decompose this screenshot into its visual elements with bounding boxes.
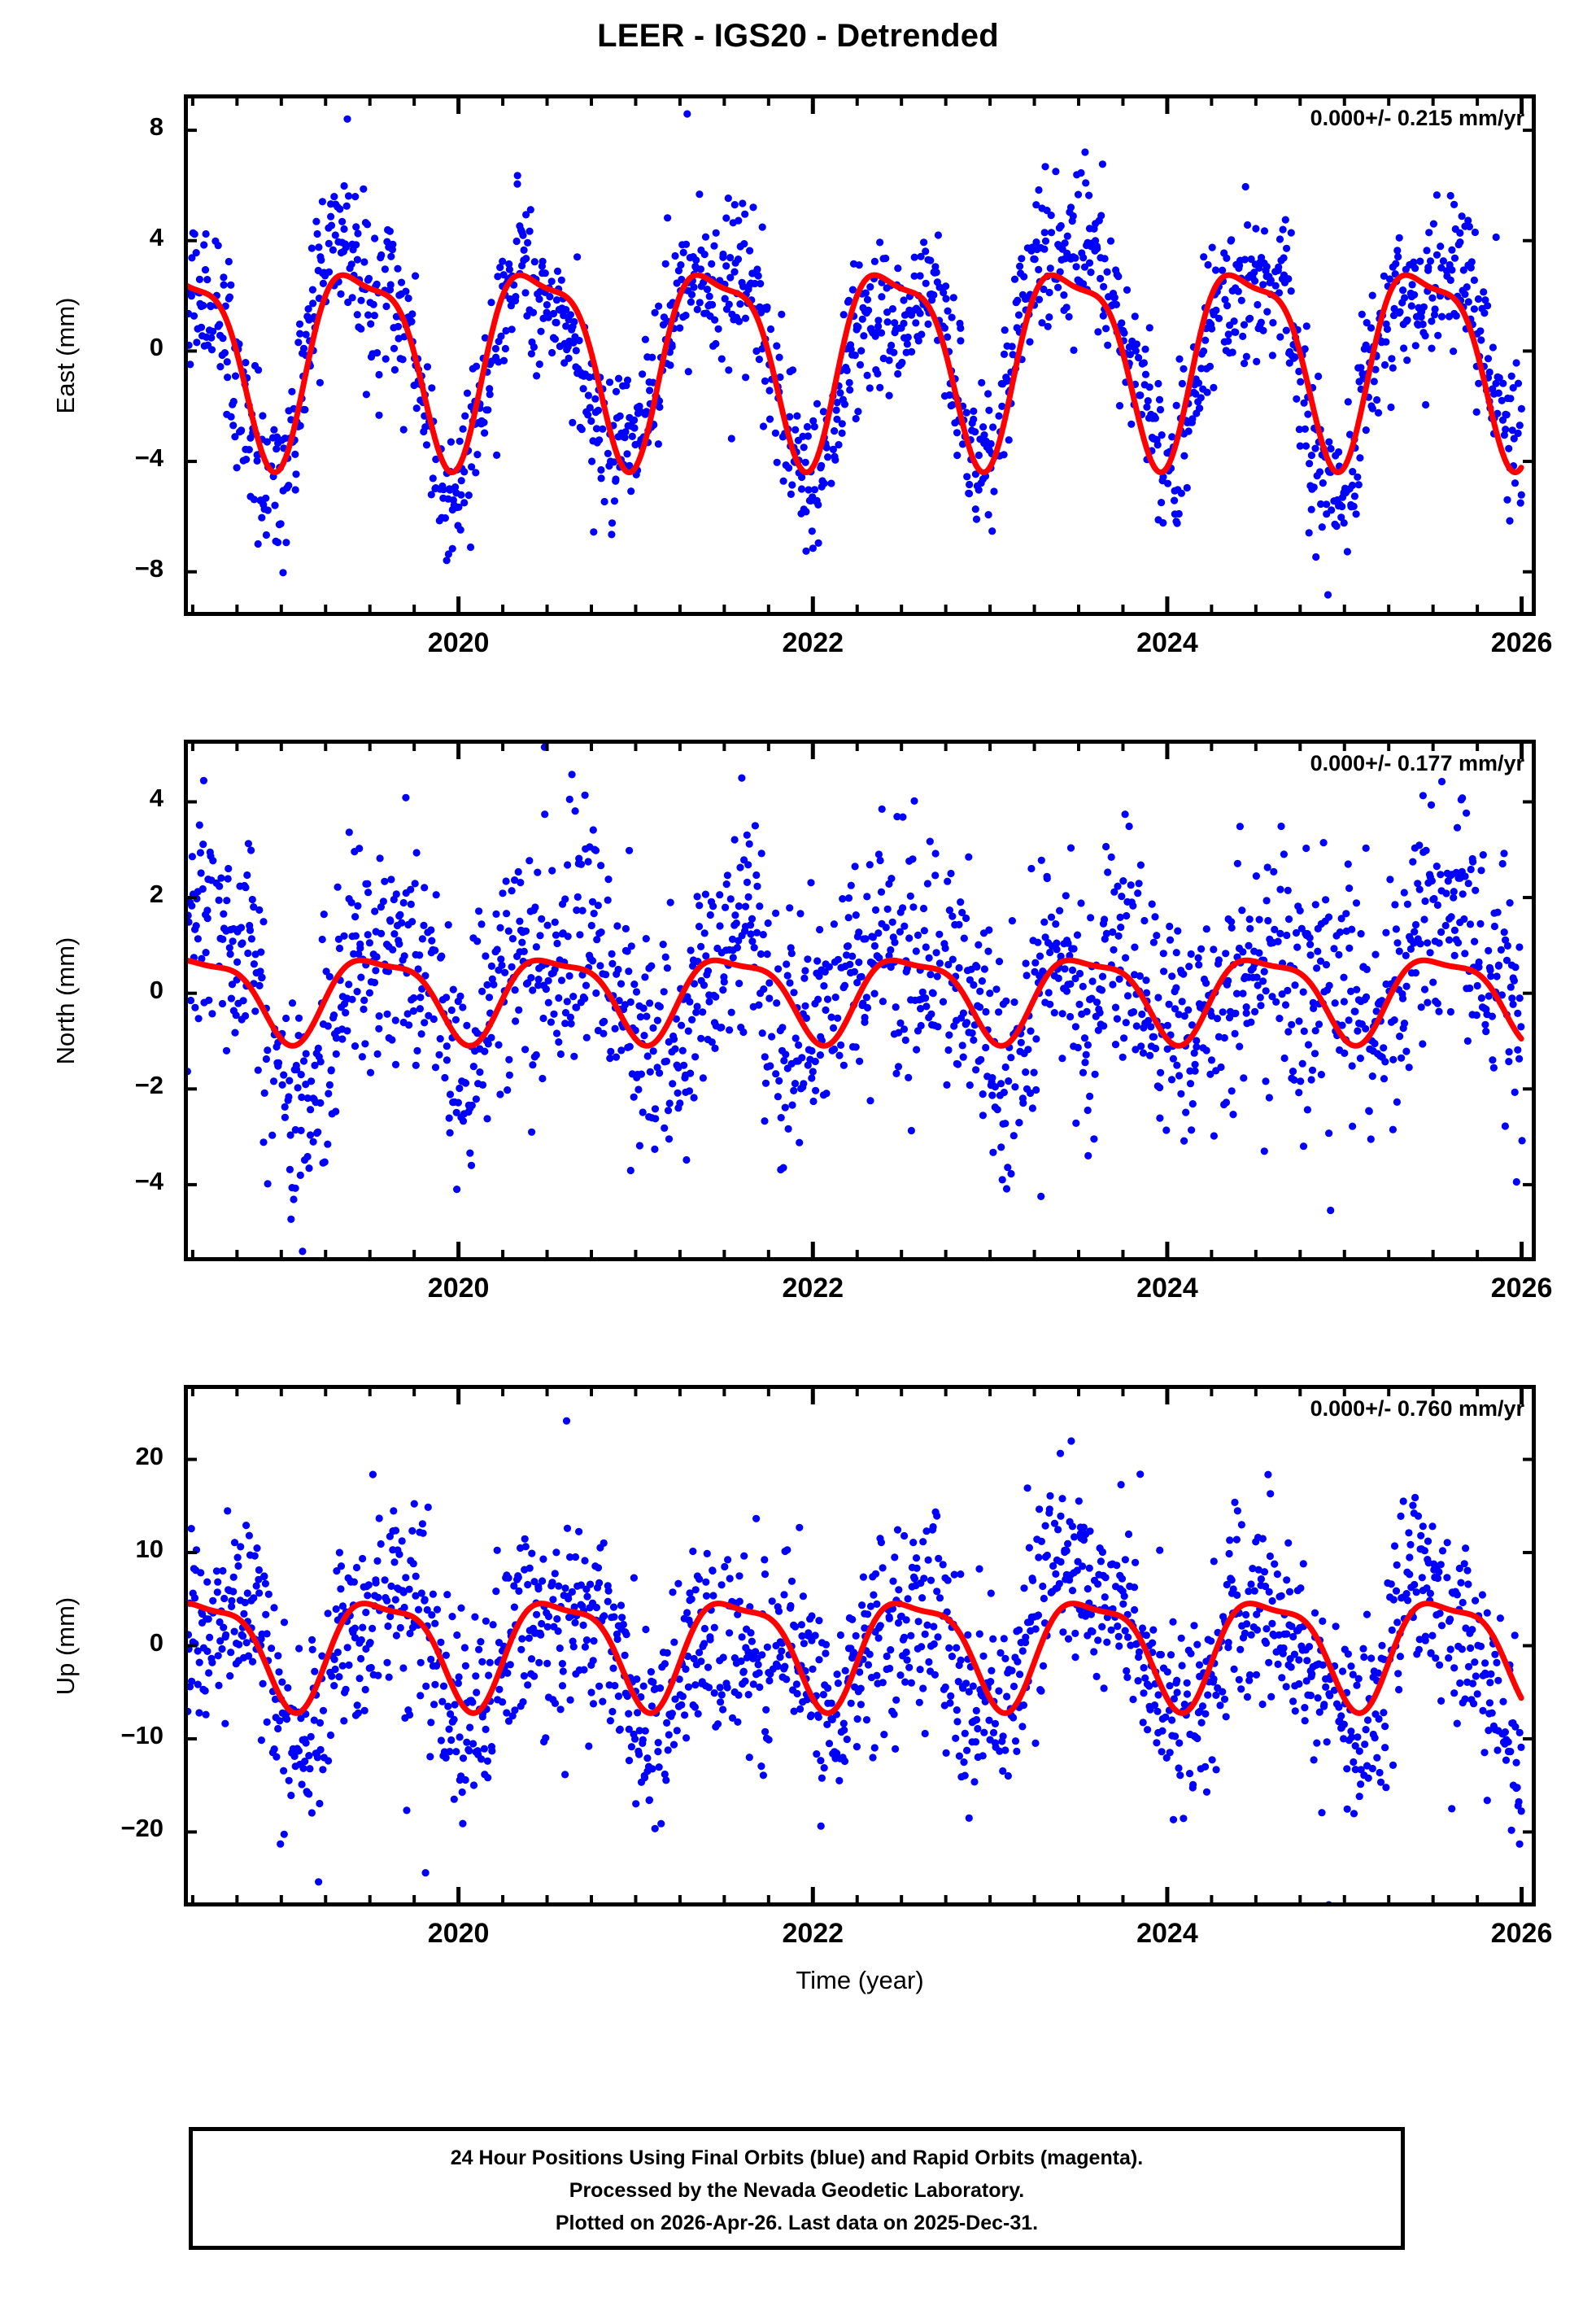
plot-area-east bbox=[184, 94, 1536, 616]
y-tick-label-east: −8 bbox=[134, 553, 164, 583]
x-tick-label-up: 2020 bbox=[427, 1918, 490, 1949]
panel-east: 0.000+/- 0.215 mm/yr bbox=[184, 94, 1536, 616]
axes-frame-up bbox=[184, 1385, 1536, 1906]
y-tick-label-north: 0 bbox=[149, 975, 164, 1004]
rate-annotation-up: 0.000+/- 0.760 mm/yr bbox=[1310, 1396, 1524, 1421]
footer-line-2: Processed by the Nevada Geodetic Laborat… bbox=[569, 2179, 1025, 2202]
seasonal-fit-curve-east bbox=[184, 272, 1524, 475]
x-tick-label-east: 2024 bbox=[1136, 627, 1198, 658]
y-tick-label-east: 0 bbox=[149, 333, 164, 362]
axes-frame-north bbox=[184, 740, 1536, 1261]
x-tick-label-east: 2020 bbox=[427, 627, 490, 658]
x-tick-label-north: 2026 bbox=[1490, 1273, 1553, 1304]
rate-annotation-north: 0.000+/- 0.177 mm/yr bbox=[1310, 751, 1524, 775]
x-tick-label-up: 2026 bbox=[1490, 1918, 1553, 1949]
y-tick-label-up: 20 bbox=[135, 1441, 164, 1470]
plot-area-north bbox=[184, 740, 1536, 1261]
data-point-cloud-up bbox=[184, 1417, 1525, 1906]
rate-annotation-east: 0.000+/- 0.215 mm/yr bbox=[1310, 106, 1524, 130]
y-tick-label-up: 10 bbox=[135, 1535, 164, 1564]
footer-line-1: 24 Hour Positions Using Final Orbits (bl… bbox=[450, 2147, 1144, 2169]
panel-up: 0.000+/- 0.760 mm/yr bbox=[184, 1385, 1536, 1906]
y-tick-label-north: 2 bbox=[149, 880, 164, 909]
x-tick-label-east: 2026 bbox=[1490, 627, 1553, 658]
y-axis-label-up: Up (mm) bbox=[51, 1596, 80, 1695]
x-tick-label-north: 2020 bbox=[427, 1273, 490, 1304]
footer-line-3: Plotted on 2026-Apr-26. Last data on 202… bbox=[555, 2212, 1039, 2234]
x-tick-label-north: 2024 bbox=[1136, 1273, 1198, 1304]
axes-frame-east bbox=[184, 94, 1536, 616]
x-axis-label: Time (year) bbox=[796, 1966, 924, 1994]
y-tick-label-up: 0 bbox=[149, 1627, 164, 1657]
tick-marks-up bbox=[184, 1385, 1536, 1906]
y-tick-label-north: 4 bbox=[149, 784, 164, 813]
y-axis-label-north: North (mm) bbox=[51, 937, 80, 1064]
x-tick-label-east: 2022 bbox=[782, 627, 844, 658]
y-tick-label-east: 8 bbox=[149, 112, 164, 142]
tick-marks-north bbox=[184, 740, 1536, 1261]
page-title: LEER - IGS20 - Detrended bbox=[597, 18, 999, 54]
seasonal-fit-curve-north bbox=[184, 957, 1524, 1049]
tick-marks-east bbox=[184, 94, 1536, 616]
data-point-cloud-east bbox=[185, 110, 1525, 599]
x-tick-label-up: 2024 bbox=[1136, 1918, 1198, 1949]
footer-note-box: 24 Hour Positions Using Final Orbits (bl… bbox=[189, 2127, 1405, 2250]
x-tick-label-north: 2022 bbox=[782, 1273, 844, 1304]
y-tick-label-north: −2 bbox=[134, 1071, 164, 1100]
x-tick-label-up: 2022 bbox=[782, 1918, 844, 1949]
seasonal-fit-curve-up bbox=[184, 1601, 1524, 1716]
y-tick-label-east: −4 bbox=[134, 443, 164, 473]
panel-north: 0.000+/- 0.177 mm/yr bbox=[184, 740, 1536, 1261]
y-tick-label-east: 4 bbox=[149, 222, 164, 251]
plot-area-up bbox=[184, 1385, 1536, 1906]
y-axis-label-east: East (mm) bbox=[51, 297, 80, 413]
y-tick-label-up: −10 bbox=[120, 1720, 164, 1749]
y-tick-label-up: −20 bbox=[120, 1814, 164, 1843]
y-tick-label-north: −4 bbox=[134, 1166, 164, 1195]
